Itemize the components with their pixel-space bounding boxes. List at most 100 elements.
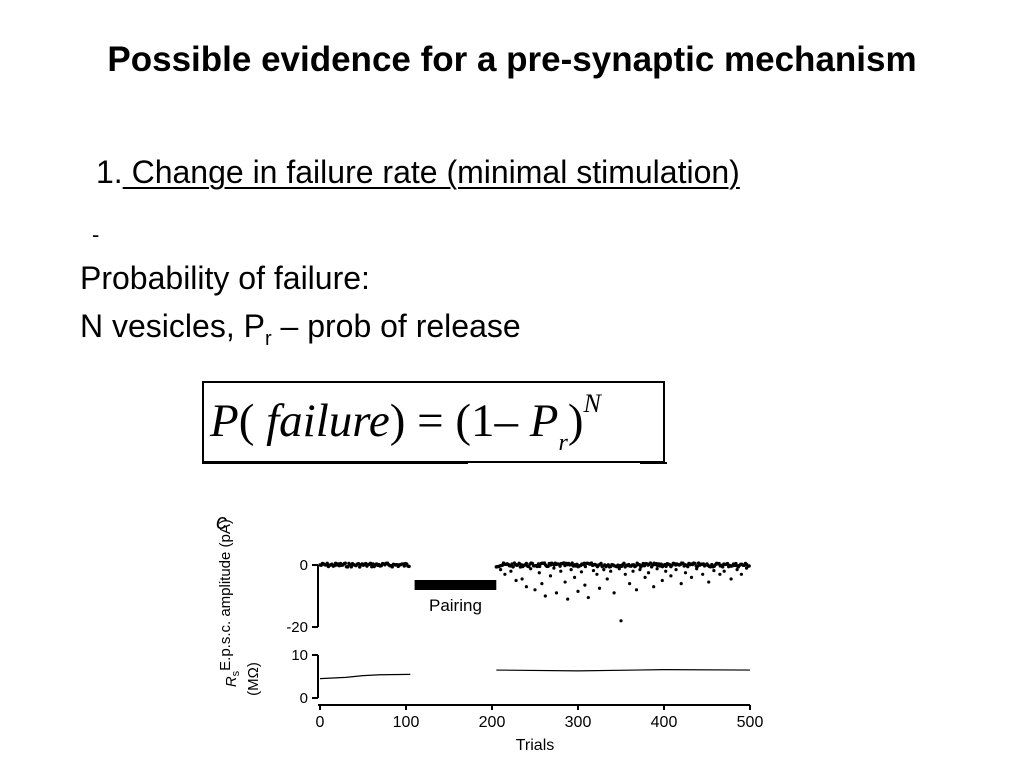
- epsc-baseline-point: [686, 564, 690, 569]
- epsc-data-point: [548, 574, 553, 578]
- epsc-baseline-point: [349, 565, 354, 569]
- epsc-data-point: [631, 569, 635, 573]
- epsc-data-point: [576, 589, 580, 593]
- panel-label: c: [216, 509, 227, 534]
- epsc-data-point: [533, 588, 537, 592]
- vesicles-description: N vesicles, Pr – prob of release: [80, 308, 521, 351]
- x-tick-label: 100: [393, 714, 420, 731]
- epsc-data-point: [566, 597, 570, 601]
- epsc-data-point: [701, 572, 705, 576]
- rs-ylabel: Rs: [223, 670, 242, 687]
- rs-unit: (MΩ): [245, 662, 262, 696]
- item-heading: Change in failure rate (minimal stimulat…: [122, 154, 740, 190]
- epsc-baseline-point: [537, 564, 542, 569]
- dash-bullet: -: [92, 222, 100, 247]
- epsc-data-point: [683, 571, 688, 575]
- formula-minus: –: [494, 395, 519, 447]
- x-tick-label: 0: [316, 714, 325, 731]
- epsc-data-point: [554, 591, 559, 595]
- epsc-points: [318, 561, 751, 623]
- epsc-data-point: [579, 570, 584, 574]
- epsc-data-point: [499, 568, 503, 572]
- epsc-data-point: [543, 594, 547, 598]
- failure-probability-label: Probability of failure:: [80, 260, 370, 296]
- x-tick-label: 400: [651, 714, 678, 731]
- epsc-baseline-point: [325, 561, 329, 566]
- epsc-data-point: [609, 569, 613, 573]
- epsc-data-point: [664, 569, 668, 573]
- epsc-baseline-point: [664, 564, 668, 569]
- release-text: – prob of release: [271, 308, 521, 344]
- rs-ylabel-main: R: [223, 676, 240, 687]
- epsc-data-point: [514, 578, 518, 583]
- release-subscript: r: [264, 328, 272, 350]
- epsc-data-point: [674, 568, 678, 572]
- epsc-data-point: [586, 595, 590, 600]
- list-item-1: 1. Change in failure rate (minimal stimu…: [96, 154, 740, 191]
- epsc-data-point: [669, 574, 673, 578]
- epsc-y-tick-label: 0: [300, 557, 308, 574]
- epsc-baseline-point: [343, 561, 347, 565]
- formula-p: P: [210, 395, 239, 447]
- epsc-baseline-point: [527, 564, 531, 569]
- epsc-data-point: [529, 567, 533, 571]
- formula-open-paren: (: [238, 395, 255, 447]
- epsc-data-point: [503, 572, 507, 576]
- rs-series: [319, 669, 751, 680]
- epsc-baseline-point: [681, 561, 685, 565]
- underline-left: [202, 462, 468, 464]
- epsc-baseline-point: [582, 561, 586, 566]
- epsc-y-tick-label: -20: [286, 619, 308, 636]
- epsc-baseline-point: [524, 561, 529, 566]
- epsc-data-point: [712, 568, 716, 573]
- epsc-data-point: [643, 575, 647, 579]
- epsc-data-point: [722, 569, 726, 573]
- epsc-data-point: [591, 568, 596, 573]
- vesicles-text: N vesicles, P: [80, 308, 265, 344]
- epsc-data-point: [520, 577, 524, 581]
- item-number: 1.: [96, 154, 123, 190]
- epsc-baseline-point: [725, 561, 730, 566]
- epsc-data-point: [744, 566, 749, 570]
- epsc-data-point: [552, 566, 556, 570]
- epsc-baseline-point: [370, 565, 374, 569]
- epsc-y-axis: 0 -20: [286, 557, 319, 636]
- epsc-baseline-point: [720, 565, 725, 569]
- epsc-data-point: [655, 567, 659, 571]
- epsc-data-point: [628, 582, 632, 586]
- pairing-label: Pairing: [429, 596, 482, 615]
- epsc-baseline-point: [345, 565, 350, 569]
- epsc-ylabel: E.p.s.c. amplitude (pA): [217, 519, 234, 671]
- epsc-baseline-point: [407, 564, 411, 569]
- epsc-data-point: [646, 571, 651, 575]
- epsc-data-point: [540, 582, 544, 586]
- rs-y-tick-label: 0: [300, 690, 308, 707]
- epsc-data-point: [634, 588, 639, 592]
- epsc-baseline-point: [558, 564, 562, 568]
- epsc-data-point: [563, 580, 567, 584]
- epsc-data-point: [509, 569, 513, 573]
- epsc-data-point: [605, 577, 609, 581]
- epsc-data-point: [689, 575, 694, 579]
- rs-ylabel-sub: s: [230, 670, 242, 676]
- pairing-bar: [414, 580, 497, 590]
- epsc-data-point: [718, 572, 722, 576]
- formula-failure-word: failure: [266, 395, 390, 447]
- epsc-baseline-point: [622, 561, 626, 566]
- epsc-data-point: [595, 572, 599, 576]
- formula-close-paren-2: ): [567, 395, 584, 447]
- formula-one: (1: [455, 395, 495, 447]
- formula-exponent: N: [583, 389, 601, 418]
- epsc-data-point: [735, 568, 739, 572]
- epsc-baseline-point: [535, 564, 539, 569]
- epsc-data-point: [569, 568, 573, 572]
- formula-close-paren: ): [389, 395, 406, 447]
- epsc-data-point: [707, 580, 711, 584]
- epsc-panel: E.p.s.c. amplitude (pA) 0 -20 Pairing: [217, 519, 751, 671]
- epsc-data-point: [583, 583, 587, 587]
- epsc-baseline-point: [570, 561, 574, 565]
- epsc-data-point: [619, 619, 623, 623]
- x-tick-label: 300: [565, 714, 592, 731]
- epsc-data-point: [739, 572, 744, 576]
